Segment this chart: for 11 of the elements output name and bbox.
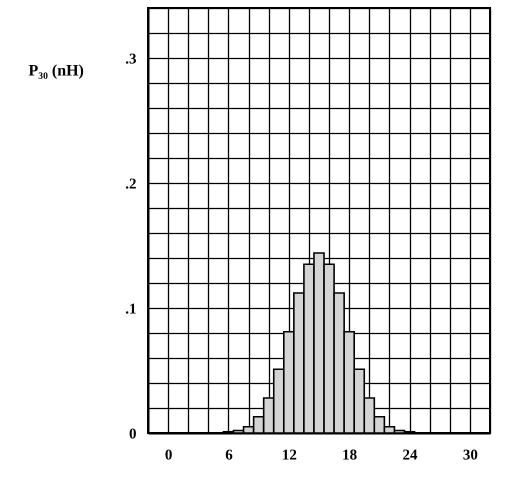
y-axis-title: P₃₀ (nH) bbox=[28, 62, 84, 80]
x-tick-label: 0 bbox=[164, 448, 172, 464]
x-tick-label: 12 bbox=[282, 448, 297, 464]
x-tick-label: 30 bbox=[462, 448, 478, 464]
y-tick-label: .3 bbox=[125, 52, 136, 68]
y-tick-label: .1 bbox=[125, 302, 136, 318]
y-tick-label: .2 bbox=[125, 176, 136, 192]
x-tick-label: 18 bbox=[342, 448, 358, 464]
x-tick-label: 6 bbox=[225, 448, 234, 464]
x-tick-label: 24 bbox=[402, 448, 418, 464]
y-tick-label: 0 bbox=[129, 426, 136, 442]
